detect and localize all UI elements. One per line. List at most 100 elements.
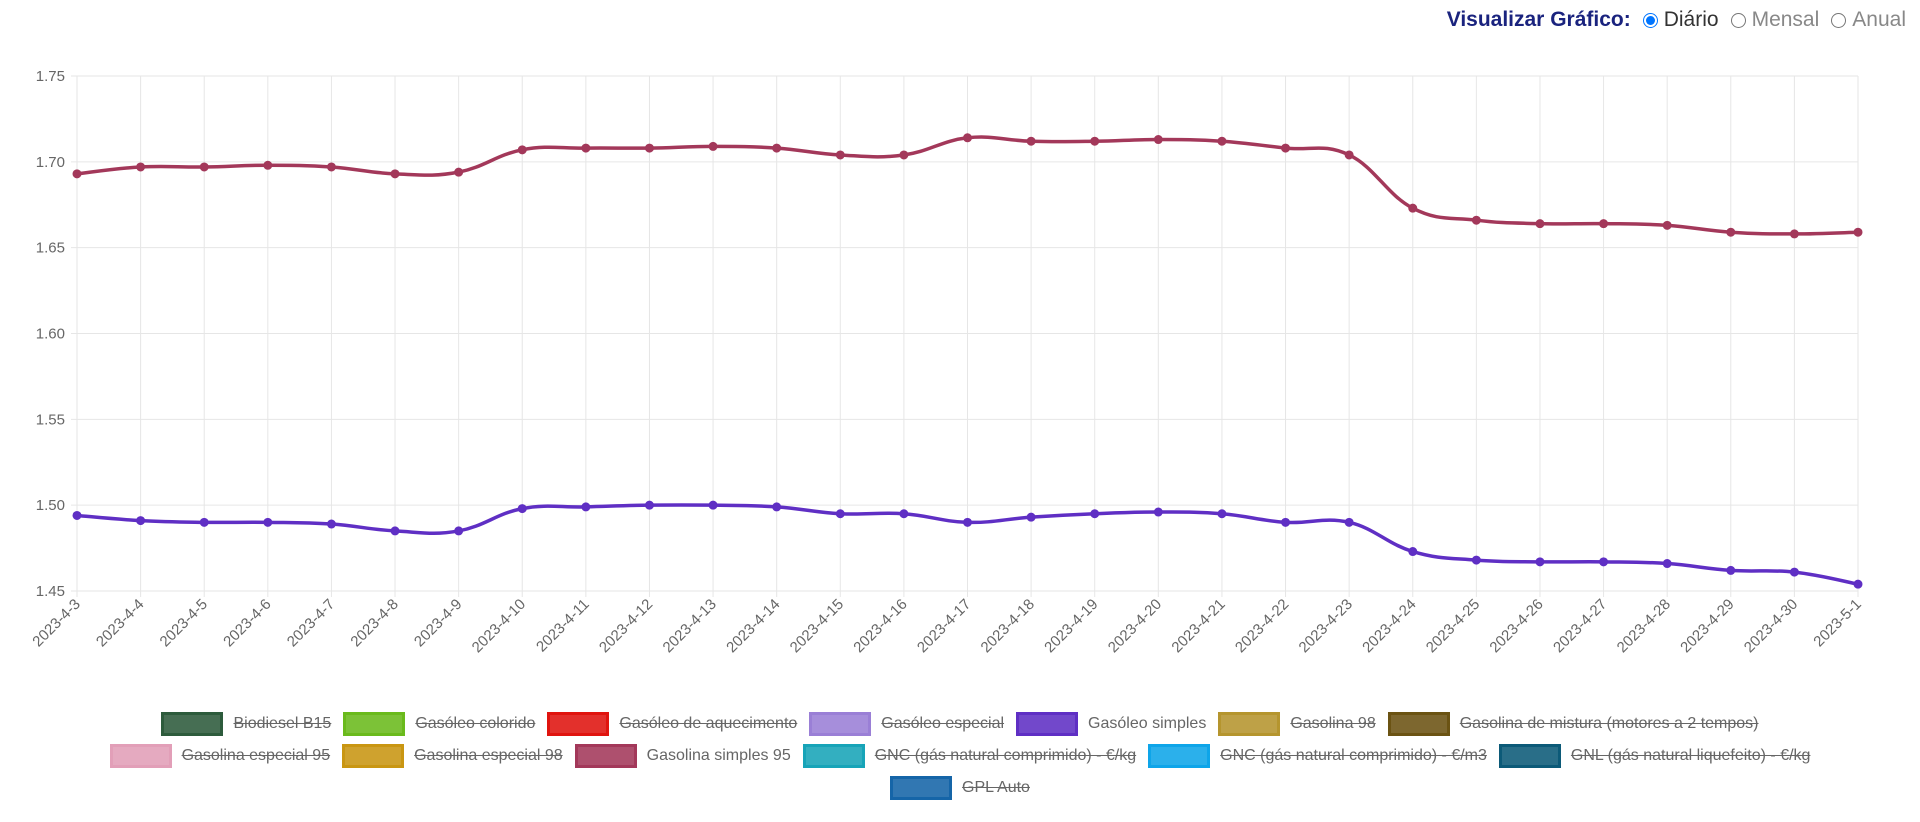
y-tick-label: 1.75 — [36, 68, 65, 85]
data-point[interactable] — [1344, 517, 1354, 527]
data-point[interactable] — [708, 500, 718, 510]
data-point[interactable] — [1789, 229, 1799, 239]
data-point[interactable] — [136, 162, 146, 172]
radio-option[interactable]: Mensal — [1725, 8, 1819, 32]
data-point[interactable] — [1535, 557, 1545, 567]
data-point[interactable] — [1217, 509, 1227, 519]
data-point[interactable] — [1090, 136, 1100, 146]
legend-row: Biodiesel B15 Gasóleo colorido Gasóleo de … — [0, 708, 1920, 740]
data-point[interactable] — [1726, 227, 1736, 237]
data-point[interactable] — [326, 519, 336, 529]
data-point[interactable] — [581, 143, 591, 153]
data-point[interactable] — [136, 516, 146, 526]
data-point[interactable] — [1471, 215, 1481, 225]
legend-label: GNL (gás natural liquefeito) - €/kg — [1570, 747, 1811, 764]
legend-item[interactable]: Biodiesel B15 — [161, 712, 331, 736]
legend-item[interactable]: Gasolina 98 — [1218, 712, 1376, 736]
data-point[interactable] — [1281, 143, 1291, 153]
radio-option[interactable]: Diário — [1637, 8, 1719, 32]
data-point[interactable] — [1153, 507, 1163, 517]
legend-item[interactable]: Gasóleo de aquecimento — [547, 712, 797, 736]
data-point[interactable] — [1281, 517, 1291, 527]
data-point[interactable] — [72, 510, 82, 520]
data-point[interactable] — [963, 517, 972, 527]
legend-item[interactable]: GNC (gás natural comprimido) - €/kg — [802, 744, 1137, 768]
data-point[interactable] — [1853, 579, 1863, 589]
data-point[interactable] — [454, 526, 464, 536]
data-point[interactable] — [835, 509, 845, 519]
data-point[interactable] — [1662, 559, 1672, 569]
legend-swatch — [1387, 712, 1450, 736]
data-point[interactable] — [1153, 135, 1163, 145]
legend-swatch — [574, 744, 637, 768]
data-point[interactable] — [644, 500, 654, 510]
data-point[interactable] — [517, 145, 527, 155]
data-point[interactable] — [1662, 220, 1672, 230]
legend-label: Gasóleo de aquecimento — [619, 715, 798, 732]
data-point[interactable] — [326, 162, 336, 172]
data-point[interactable] — [963, 133, 972, 143]
legend-item[interactable]: GNC (gás natural comprimido) - €/m3 — [1148, 744, 1487, 768]
legend-swatch — [1498, 744, 1561, 768]
legend-item[interactable]: Gasolina simples 95 — [574, 744, 791, 768]
data-point[interactable] — [1535, 219, 1545, 229]
legend-item[interactable]: GNL (gás natural liquefeito) - €/kg — [1498, 744, 1811, 768]
x-tick-label: 2023-4-22 — [1232, 596, 1292, 656]
legend-item[interactable]: Gasolina especial 95 — [109, 744, 330, 768]
legend-item[interactable]: Gasóleo simples — [1016, 712, 1206, 736]
radio-button[interactable] — [1642, 12, 1658, 28]
data-point[interactable] — [1599, 557, 1609, 567]
data-point[interactable] — [263, 517, 273, 527]
x-tick-label: 2023-4-30 — [1741, 596, 1801, 656]
legend-label: Gasóleo especial — [881, 715, 1005, 732]
x-tick-label: 2023-4-8 — [347, 596, 401, 650]
data-point[interactable] — [1408, 547, 1418, 557]
data-point[interactable] — [199, 162, 209, 172]
legend-swatch — [890, 776, 953, 800]
legend-label: Gasóleo simples — [1088, 715, 1207, 732]
x-tick-label: 2023-4-29 — [1677, 596, 1737, 656]
data-point[interactable] — [72, 169, 82, 179]
data-point[interactable] — [899, 509, 909, 519]
data-point[interactable] — [708, 141, 718, 151]
data-point[interactable] — [1026, 512, 1036, 522]
x-tick-label: 2023-4-23 — [1296, 596, 1356, 656]
data-point[interactable] — [1599, 219, 1609, 229]
radio-button[interactable] — [1730, 12, 1746, 28]
data-point[interactable] — [263, 160, 273, 170]
data-point[interactable] — [772, 502, 782, 512]
data-point[interactable] — [644, 143, 654, 153]
data-point[interactable] — [1471, 555, 1481, 565]
data-point[interactable] — [835, 150, 845, 160]
data-point[interactable] — [1026, 136, 1036, 146]
data-point[interactable] — [199, 517, 209, 527]
legend-item[interactable]: GPL Auto — [890, 776, 1030, 800]
y-tick-label: 1.70 — [36, 154, 65, 171]
data-point[interactable] — [1853, 227, 1863, 237]
legend-item[interactable]: Gasolina especial 98 — [342, 744, 563, 768]
data-point[interactable] — [1217, 136, 1227, 146]
radio-button[interactable] — [1831, 12, 1847, 28]
data-point[interactable] — [517, 504, 527, 514]
data-point[interactable] — [454, 167, 464, 177]
legend-item[interactable]: Gasóleo especial — [809, 712, 1004, 736]
data-point[interactable] — [772, 143, 782, 153]
y-tick-label: 1.60 — [36, 326, 65, 343]
data-point[interactable] — [899, 150, 909, 160]
legend-item[interactable]: Gasóleo colorido — [343, 712, 535, 736]
legend-label: GNC (gás natural comprimido) - €/kg — [874, 747, 1137, 764]
data-point[interactable] — [1090, 509, 1100, 519]
data-point[interactable] — [1789, 567, 1799, 577]
x-tick-label: 2023-4-17 — [914, 596, 974, 656]
legend-item[interactable]: Gasolina de mistura (motores a 2 tempos) — [1387, 712, 1759, 736]
data-point[interactable] — [1408, 203, 1418, 213]
x-tick-label: 2023-4-6 — [220, 596, 274, 650]
y-tick-label: 1.65 — [36, 240, 65, 257]
data-point[interactable] — [390, 526, 400, 536]
radio-option[interactable]: Anual — [1825, 8, 1906, 32]
data-point[interactable] — [390, 169, 400, 179]
data-point[interactable] — [1726, 565, 1736, 575]
data-point[interactable] — [1344, 150, 1354, 160]
data-point[interactable] — [581, 502, 591, 512]
